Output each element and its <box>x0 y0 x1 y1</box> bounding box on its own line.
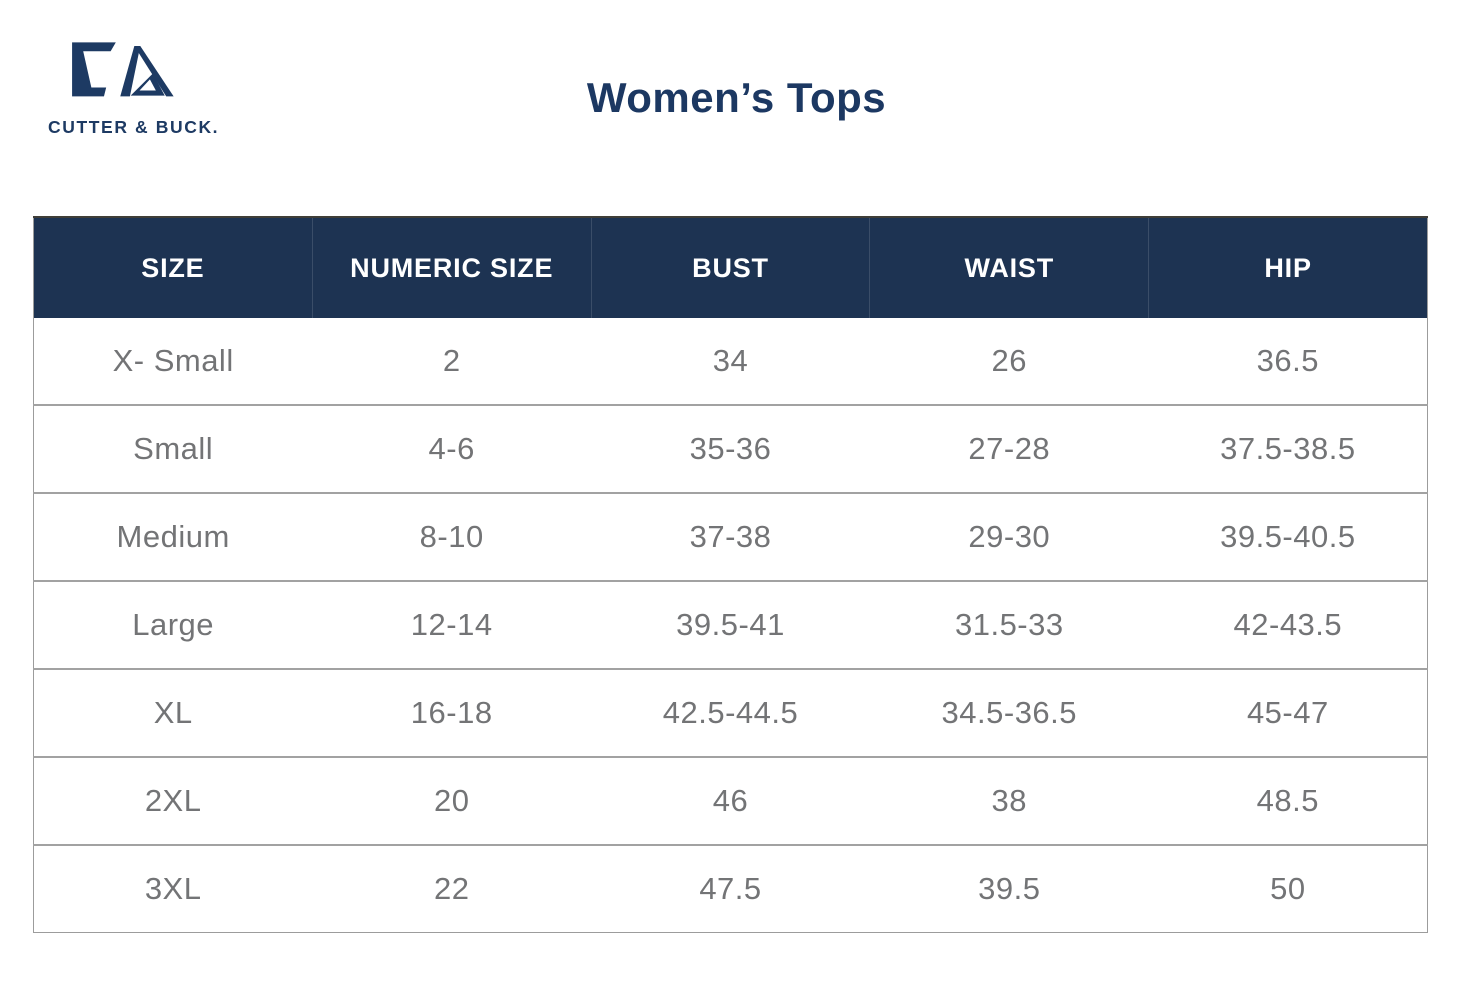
table-cell: 39.5-41 <box>591 580 870 669</box>
table-cell: 42-43.5 <box>1148 580 1428 669</box>
brand-wordmark: CUTTER & BUCK. <box>48 117 220 137</box>
table-cell: 2 <box>312 318 592 405</box>
table-row: Medium 8-10 37-38 29-30 39.5-40.5 <box>33 492 1428 581</box>
table-cell: 34.5-36.5 <box>869 668 1149 757</box>
table-body: X- Small 2 34 26 36.5 Small 4-6 35-36 27-28 37.5-… <box>33 318 1428 933</box>
table-cell: 16-18 <box>312 668 592 757</box>
table-row: X- Small 2 34 26 36.5 <box>33 318 1428 405</box>
table-cell: 47.5 <box>591 844 870 933</box>
table-cell: 29-30 <box>869 492 1149 581</box>
table-row: 2XL 20 46 38 48.5 <box>33 756 1428 845</box>
table-cell: 22 <box>312 844 592 933</box>
table-cell: 39.5-40.5 <box>1148 492 1428 581</box>
table-cell: 50 <box>1148 844 1428 933</box>
table-cell: 48.5 <box>1148 756 1428 845</box>
table-cell: X- Small <box>33 318 313 405</box>
table-cell: 27-28 <box>869 404 1149 493</box>
table-cell: 37-38 <box>591 492 870 581</box>
table-cell: 34 <box>591 318 870 405</box>
table-cell: 4-6 <box>312 404 592 493</box>
column-header-waist: WAIST <box>869 217 1149 318</box>
table-row: 3XL 22 47.5 39.5 50 <box>33 844 1428 933</box>
table-cell: 42.5-44.5 <box>591 668 870 757</box>
table-cell: 37.5-38.5 <box>1148 404 1428 493</box>
column-header-bust: BUST <box>590 217 870 318</box>
table-cell: 46 <box>591 756 870 845</box>
table-row: Large 12-14 39.5-41 31.5-33 42-43.5 <box>33 580 1428 669</box>
table-header-row: SIZE NUMERIC SIZE BUST WAIST HIP <box>33 217 1428 318</box>
size-chart-table: SIZE NUMERIC SIZE BUST WAIST HIP X- Small 2 34… <box>33 216 1428 933</box>
table-cell: 35-36 <box>591 404 870 493</box>
table-header: SIZE NUMERIC SIZE BUST WAIST HIP <box>33 217 1428 318</box>
table-cell: 3XL <box>33 844 313 933</box>
table-row: Small 4-6 35-36 27-28 37.5-38.5 <box>33 404 1428 493</box>
table-cell: 2XL <box>33 756 313 845</box>
brand-logo: CUTTER & BUCK. <box>48 30 218 138</box>
column-header-numeric-size: NUMERIC SIZE <box>311 217 592 318</box>
table-cell: 12-14 <box>312 580 592 669</box>
table-cell: 31.5-33 <box>869 580 1149 669</box>
table-cell: Large <box>33 580 313 669</box>
table-cell: 39.5 <box>869 844 1149 933</box>
cb-monogram-icon <box>72 42 174 97</box>
table-cell: 36.5 <box>1148 318 1428 405</box>
column-header-hip: HIP <box>1148 217 1428 318</box>
table-cell: 26 <box>869 318 1149 405</box>
table-cell: Medium <box>33 492 313 581</box>
table-cell: 8-10 <box>312 492 592 581</box>
page-title: Women’s Tops <box>586 74 887 121</box>
table-cell: 45-47 <box>1148 668 1428 757</box>
table-row: XL 16-18 42.5-44.5 34.5-36.5 45-47 <box>33 668 1428 757</box>
table-cell: 20 <box>312 756 592 845</box>
table-cell: 38 <box>869 756 1149 845</box>
table-cell: Small <box>33 404 313 493</box>
table-cell: XL <box>33 668 313 757</box>
column-header-size: SIZE <box>33 217 313 318</box>
